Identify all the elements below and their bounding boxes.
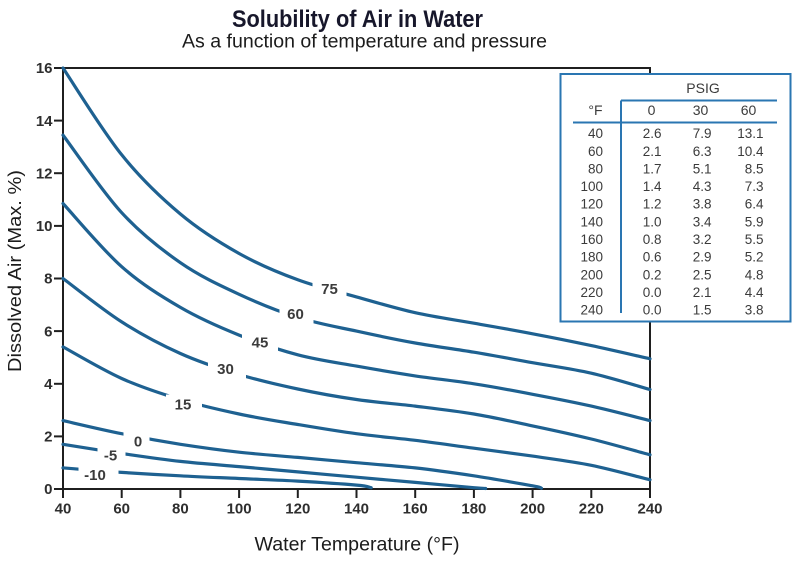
svg-text:12: 12 [36, 165, 53, 182]
svg-text:1.5: 1.5 [693, 303, 712, 318]
svg-text:-10: -10 [84, 467, 106, 484]
svg-text:80: 80 [588, 161, 603, 176]
svg-text:40: 40 [588, 126, 603, 141]
svg-text:2.1: 2.1 [643, 144, 662, 159]
svg-text:200: 200 [580, 267, 603, 282]
svg-text:240: 240 [637, 501, 662, 518]
svg-text:Water Temperature (°F): Water Temperature (°F) [255, 535, 460, 556]
svg-text:140: 140 [344, 501, 369, 518]
svg-text:1.4: 1.4 [643, 179, 662, 194]
svg-text:2.5: 2.5 [693, 267, 712, 282]
svg-text:-5: -5 [104, 448, 117, 465]
svg-text:220: 220 [580, 285, 603, 300]
svg-text:2.6: 2.6 [643, 126, 662, 141]
svg-text:10.4: 10.4 [737, 144, 764, 159]
svg-text:120: 120 [285, 501, 310, 518]
svg-text:0: 0 [44, 481, 52, 498]
svg-text:60: 60 [287, 306, 304, 323]
svg-text:3.4: 3.4 [693, 214, 712, 229]
svg-text:200: 200 [520, 501, 545, 518]
svg-text:45: 45 [252, 335, 269, 352]
svg-text:60: 60 [588, 144, 603, 159]
svg-text:6.4: 6.4 [745, 197, 764, 212]
svg-text:10: 10 [36, 218, 53, 235]
svg-text:180: 180 [461, 501, 486, 518]
svg-text:180: 180 [580, 250, 603, 265]
svg-text:240: 240 [580, 303, 603, 318]
svg-text:2.1: 2.1 [693, 285, 712, 300]
svg-text:0: 0 [134, 434, 142, 451]
svg-text:0: 0 [648, 102, 656, 118]
svg-text:0.8: 0.8 [643, 232, 662, 247]
svg-text:13.1: 13.1 [737, 126, 763, 141]
svg-text:2: 2 [44, 429, 52, 446]
svg-text:6.3: 6.3 [693, 144, 712, 159]
svg-text:7.9: 7.9 [693, 126, 712, 141]
svg-text:4.8: 4.8 [745, 267, 764, 282]
svg-text:5.1: 5.1 [693, 161, 712, 176]
svg-text:4.4: 4.4 [745, 285, 764, 300]
svg-text:1.7: 1.7 [643, 161, 662, 176]
svg-text:0.0: 0.0 [643, 285, 662, 300]
svg-text:30: 30 [217, 361, 234, 378]
svg-text:60: 60 [113, 501, 130, 518]
svg-text:5.9: 5.9 [745, 214, 764, 229]
svg-text:5.2: 5.2 [745, 250, 764, 265]
svg-text:140: 140 [580, 214, 603, 229]
svg-text:100: 100 [227, 501, 252, 518]
svg-text:30: 30 [693, 102, 709, 118]
svg-text:6: 6 [44, 323, 52, 340]
svg-text:0.6: 0.6 [643, 250, 662, 265]
svg-text:7.3: 7.3 [745, 179, 764, 194]
svg-text:8.5: 8.5 [745, 161, 764, 176]
svg-text:160: 160 [403, 501, 428, 518]
svg-text:40: 40 [55, 501, 72, 518]
svg-text:0.2: 0.2 [643, 267, 662, 282]
svg-text:16: 16 [36, 60, 53, 77]
svg-text:80: 80 [172, 501, 189, 518]
svg-text:15: 15 [175, 397, 192, 414]
svg-text:4: 4 [44, 376, 53, 393]
svg-text:75: 75 [321, 281, 338, 298]
svg-text:0.0: 0.0 [643, 303, 662, 318]
svg-text:14: 14 [36, 113, 53, 130]
svg-text:PSIG: PSIG [686, 80, 719, 96]
svg-text:3.2: 3.2 [693, 232, 712, 247]
svg-text:Solubility of Air in Water: Solubility of Air in Water [232, 6, 483, 33]
svg-text:3.8: 3.8 [745, 303, 764, 318]
svg-text:1.0: 1.0 [643, 214, 662, 229]
svg-text:4.3: 4.3 [693, 179, 712, 194]
svg-text:100: 100 [580, 179, 603, 194]
svg-text:220: 220 [579, 501, 604, 518]
svg-text:2.9: 2.9 [693, 250, 712, 265]
svg-text:Dissolved Air (Max. %): Dissolved Air (Max. %) [5, 170, 25, 372]
svg-text:120: 120 [580, 197, 603, 212]
svg-text:5.5: 5.5 [745, 232, 764, 247]
svg-text:60: 60 [741, 102, 757, 118]
svg-text:160: 160 [580, 232, 603, 247]
svg-text:°F: °F [588, 102, 602, 118]
svg-text:3.8: 3.8 [693, 197, 712, 212]
svg-text:As a function of temperature a: As a function of temperature and pressur… [182, 32, 547, 53]
svg-text:8: 8 [44, 271, 52, 288]
svg-text:1.2: 1.2 [643, 197, 662, 212]
